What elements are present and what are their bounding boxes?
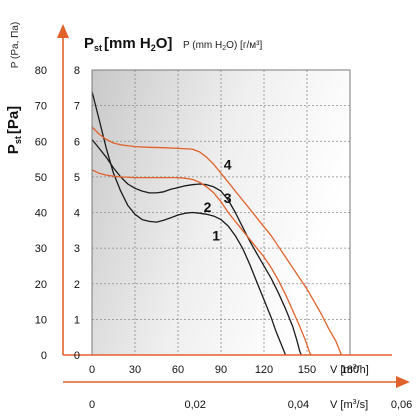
series-line-4 xyxy=(91,126,343,356)
y-axis-inner-subtitle: P (mm H2O) [г/м³] xyxy=(183,40,262,52)
series-label-1: 1 xyxy=(212,228,220,244)
y-inner-tick-label: 8 xyxy=(74,65,80,77)
y-inner-tick-label: 2 xyxy=(74,279,80,291)
x-bottom-title-end: /s] xyxy=(357,399,369,411)
series-label-3: 3 xyxy=(224,190,232,206)
y-axis-left-arrow xyxy=(57,24,69,38)
x-top-title-end: /h] xyxy=(357,364,369,376)
x-top-tick-label: 0 xyxy=(89,364,95,376)
y-inner-tick-label: 3 xyxy=(74,243,80,255)
y-inner-tick-label: 0 xyxy=(74,350,80,362)
y-left-tick-label: 50 xyxy=(35,172,47,184)
y-left-tick-label: 60 xyxy=(35,136,47,148)
series-line-1 xyxy=(91,91,287,356)
x-top-tick-label: 180 xyxy=(341,364,359,376)
x-bottom-tick-label: 0 xyxy=(89,399,95,411)
y-inner-title-sub: st xyxy=(94,43,102,53)
series-label-2: 2 xyxy=(204,199,212,215)
x-bottom-tick-label: 0,06 xyxy=(391,399,412,411)
x-axis-bottom-arrow xyxy=(396,376,410,388)
x-top-title-sup: 3 xyxy=(353,364,357,371)
series-label-4: 4 xyxy=(224,156,232,172)
y-left-title-sub: st xyxy=(13,136,23,144)
y-left-title-unit: [Pa] xyxy=(5,106,22,134)
grid xyxy=(92,70,350,355)
y-axis-left-title: Pst [Pa] xyxy=(5,106,23,154)
y-inner-tick-label: 7 xyxy=(74,101,80,113)
y-inner-title-unit-sub: 2 xyxy=(151,43,156,53)
y-left-tick-label: 20 xyxy=(35,279,47,291)
x-top-tick-label: 90 xyxy=(215,364,227,376)
y-inner-tick-label: 1 xyxy=(74,314,80,326)
x-bottom-tick-label: 0,02 xyxy=(184,399,205,411)
y-left-tick-label: 70 xyxy=(35,101,47,113)
x-axis-bottom-title: V [m3/s] xyxy=(330,399,368,411)
y-inner-tick-label: 4 xyxy=(74,208,80,220)
x-bottom-title-sup: 3 xyxy=(353,399,357,406)
y-inner-title-main: P xyxy=(84,35,94,52)
y-inner-title-unit: [mm H xyxy=(104,35,151,52)
y-inner-title-unit-end: O] xyxy=(156,35,173,52)
y-inner-extra-sub: 2 xyxy=(222,45,226,52)
y-left-extra: P (Pa, Па) xyxy=(10,22,21,68)
y-inner-extra: P (mm H xyxy=(183,40,222,51)
y-axis-inner-title: Pst [mm H2O] xyxy=(84,35,172,53)
x-top-tick-label: 30 xyxy=(129,364,141,376)
x-top-title: V [m xyxy=(330,364,353,376)
y-left-tick-label: 80 xyxy=(35,65,47,77)
x-top-tick-label: 120 xyxy=(255,364,273,376)
x-axis-top-title: V [m3/h] xyxy=(330,364,369,376)
y-inner-extra-end: O) [г/м³] xyxy=(226,40,262,51)
x-top-tick-label: 150 xyxy=(298,364,316,376)
series-layer: 123 4 xyxy=(91,91,343,356)
x-bottom-tick-label: 0,04 xyxy=(288,399,309,411)
y-left-tick-label: 0 xyxy=(41,350,47,362)
y-inner-tick-label: 6 xyxy=(74,136,80,148)
x-bottom-title: V [m xyxy=(330,399,353,411)
series-line-3 xyxy=(91,169,312,356)
y-axis-left-subtitle: P (Pa, Па) xyxy=(10,22,21,68)
y-left-title-main: P xyxy=(5,144,22,154)
y-left-tick-label: 10 xyxy=(35,314,47,326)
y-inner-tick-label: 5 xyxy=(74,172,80,184)
x-top-tick-label: 60 xyxy=(172,364,184,376)
svg-text:Pst[Pa]: Pst [Pa] xyxy=(5,106,23,154)
y-left-tick-label: 30 xyxy=(35,243,47,255)
y-left-tick-label: 40 xyxy=(35,208,47,220)
